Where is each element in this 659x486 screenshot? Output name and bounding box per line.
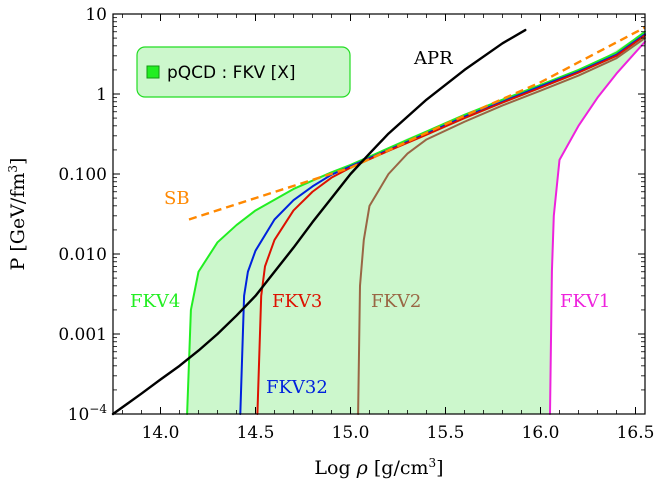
y-tick-label: 1 — [96, 85, 107, 105]
x-tick-label: 14.5 — [237, 423, 275, 443]
label-fkv3: FKV3 — [272, 291, 322, 312]
label-sb: SB — [164, 188, 190, 209]
legend-label: pQCD : FKV [X] — [167, 63, 296, 83]
series-line-apr — [111, 28, 527, 416]
y-tick-label: 0.001 — [58, 325, 107, 345]
band-pqcd-fkv-x — [187, 31, 645, 414]
series-line-fkv32 — [239, 33, 646, 415]
y-tick-label: 10−4 — [68, 402, 108, 425]
y-tick-label: 0.010 — [58, 245, 107, 265]
label-fkv2: FKV2 — [371, 291, 421, 312]
x-tick-label: 15.0 — [332, 423, 370, 443]
series-line-sb — [188, 26, 646, 221]
series-line-fkv2 — [357, 37, 646, 415]
label-fkv4: FKV4 — [130, 291, 180, 312]
series-line-fkv1 — [549, 40, 646, 415]
x-tick-label: 16.0 — [522, 423, 560, 443]
legend: pQCD : FKV [X] — [136, 46, 351, 98]
label-fkv1: FKV1 — [560, 291, 610, 312]
tick-layer: 14.0 14.5 15.0 15.5 16.0 16.5 10−4 0.001 0.010 0.… — [58, 5, 654, 443]
label-fkv32: FKV32 — [266, 377, 328, 398]
series-line-fkv3 — [256, 34, 646, 415]
series-layer — [111, 26, 646, 416]
x-tick-label: 16.5 — [617, 423, 655, 443]
x-tick-label: 14.0 — [142, 423, 180, 443]
legend-box — [136, 46, 351, 98]
label-apr: APR — [413, 48, 453, 69]
x-tick-label: 15.5 — [427, 423, 465, 443]
y-tick-label: 10 — [85, 5, 107, 25]
y-tick-label: 0.100 — [58, 165, 107, 185]
band-layer — [187, 31, 645, 414]
plot-frame — [112, 13, 646, 415]
series-line-fkv4 — [186, 30, 646, 415]
legend-swatch — [146, 65, 160, 79]
y-axis-title: P [GeV/fm3] — [6, 158, 29, 271]
x-axis-title: Log ρ [g/cm3] — [314, 456, 443, 479]
